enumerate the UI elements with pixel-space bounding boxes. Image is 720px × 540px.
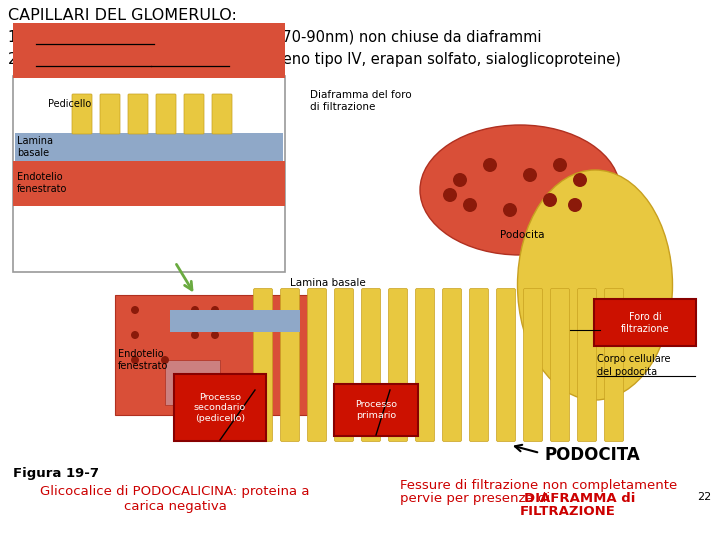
Text: lamina densa: lamina densa [151,52,261,67]
Text: Lamina basale: Lamina basale [290,278,366,288]
FancyBboxPatch shape [253,288,272,442]
FancyBboxPatch shape [361,288,380,442]
FancyBboxPatch shape [281,288,300,442]
Circle shape [543,193,557,207]
Bar [170,310,300,332]
Circle shape [443,188,457,202]
Text: (collageno tipo IV, erapan solfato, sialoglicoproteine): (collageno tipo IV, erapan solfato, sial… [229,52,621,67]
FancyBboxPatch shape [594,299,696,346]
Text: 1): 1) [8,30,32,45]
FancyBboxPatch shape [156,94,176,134]
Text: 22: 22 [697,492,711,502]
Bar [115,295,310,415]
Text: 2): 2) [8,52,32,67]
Text: Pedicello: Pedicello [48,99,91,109]
Bar [13,23,285,78]
Text: PODOCITA: PODOCITA [545,446,641,464]
Text: lamina basale detta: lamina basale detta [36,52,186,67]
Text: Glicocalice di PODOCALICINA: proteina a: Glicocalice di PODOCALICINA: proteina a [40,485,310,498]
Circle shape [463,198,477,212]
Circle shape [191,306,199,314]
FancyBboxPatch shape [551,288,570,442]
Text: Lamina
basale: Lamina basale [17,136,53,158]
Text: Corpo cellulare: Corpo cellulare [597,354,670,364]
Text: Fessure di filtrazione non completamente: Fessure di filtrazione non completamente [400,479,678,492]
Text: Processo
secondario
(pedicello): Processo secondario (pedicello) [194,393,246,423]
FancyBboxPatch shape [184,94,204,134]
Circle shape [483,158,497,172]
Circle shape [503,203,517,217]
Bar [15,133,283,161]
FancyBboxPatch shape [100,94,120,134]
Bar [13,161,285,206]
FancyBboxPatch shape [523,288,542,442]
FancyBboxPatch shape [335,288,354,442]
Circle shape [161,356,169,364]
FancyBboxPatch shape [307,288,326,442]
Circle shape [131,331,139,339]
Circle shape [191,331,199,339]
Text: Diaframma del foro
di filtrazione: Diaframma del foro di filtrazione [310,90,412,112]
Text: Endotelio
fenestrato: Endotelio fenestrato [118,349,168,371]
FancyBboxPatch shape [389,288,408,442]
FancyBboxPatch shape [469,288,488,442]
FancyBboxPatch shape [72,94,92,134]
FancyBboxPatch shape [415,288,434,442]
Text: Endotelio
fenestrato: Endotelio fenestrato [17,172,68,194]
Text: CAPILLARI DEL GLOMERULO:: CAPILLARI DEL GLOMERULO: [8,8,237,23]
FancyBboxPatch shape [605,288,624,442]
FancyBboxPatch shape [497,288,516,442]
Ellipse shape [420,125,620,255]
Ellipse shape [518,170,672,400]
Text: FILTRAZIONE: FILTRAZIONE [520,505,616,518]
Text: DIAFRAMMA di: DIAFRAMMA di [524,492,635,505]
Text: endotelio fenestrato: endotelio fenestrato [36,30,185,45]
FancyBboxPatch shape [128,94,148,134]
Circle shape [211,306,219,314]
Circle shape [573,173,587,187]
Bar [165,360,220,405]
Circle shape [568,198,582,212]
FancyBboxPatch shape [577,288,596,442]
Text: carica negativa: carica negativa [124,500,226,513]
FancyBboxPatch shape [334,384,418,436]
Text: pervie per presenza di: pervie per presenza di [400,492,554,505]
Text: Foro di
filtrazione: Foro di filtrazione [621,312,670,334]
Text: Podocita: Podocita [500,230,544,240]
FancyBboxPatch shape [443,288,462,442]
Bar [13,76,285,272]
Circle shape [553,158,567,172]
Circle shape [453,173,467,187]
Circle shape [131,356,139,364]
Circle shape [131,306,139,314]
Text: -> fenestrature (70-90nm) non chiuse da diaframmi: -> fenestrature (70-90nm) non chiuse da … [154,30,541,45]
Circle shape [523,168,537,182]
Text: Figura 19-7: Figura 19-7 [13,467,99,480]
Circle shape [211,331,219,339]
FancyBboxPatch shape [212,94,232,134]
Text: Processo
primario: Processo primario [355,400,397,420]
Text: del podocita: del podocita [597,367,657,377]
FancyBboxPatch shape [174,374,266,441]
Ellipse shape [182,374,204,392]
